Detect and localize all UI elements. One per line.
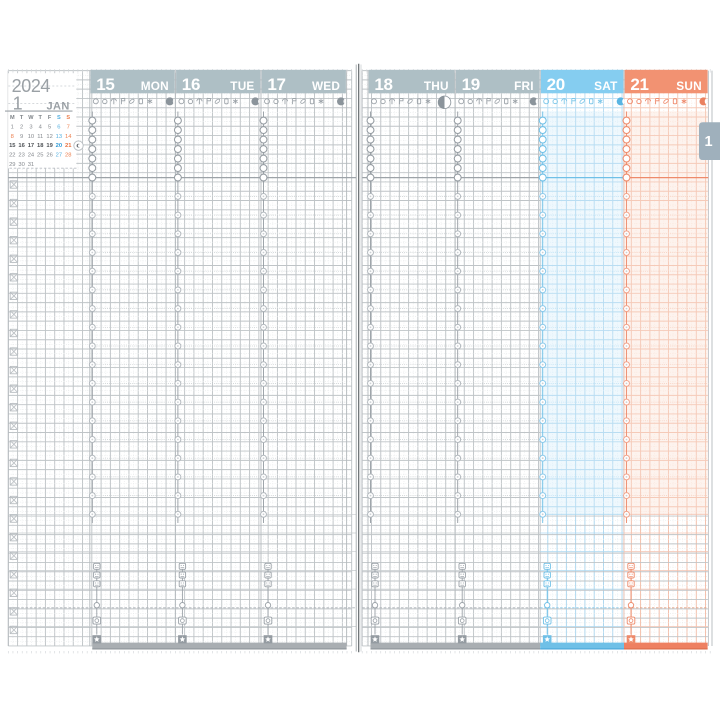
svg-text:3: 3 [29,124,32,130]
svg-text:13: 13 [56,134,62,140]
svg-text:11: 11 [37,134,43,140]
svg-text:THU: THU [424,79,449,93]
svg-text:6: 6 [57,124,60,130]
svg-text:20: 20 [547,75,565,94]
svg-text:22: 22 [9,152,15,158]
svg-text:19: 19 [46,143,53,149]
svg-text:M: M [10,115,15,121]
svg-text:17: 17 [267,75,285,94]
svg-text:16: 16 [182,75,200,94]
svg-text:31: 31 [28,162,34,168]
svg-text:1: 1 [13,94,23,114]
svg-text:TUE: TUE [230,79,254,93]
svg-text:5: 5 [48,124,51,130]
svg-text:18: 18 [37,143,44,149]
svg-text:8: 8 [11,134,14,140]
svg-text:25: 25 [37,152,43,158]
svg-text:1: 1 [11,124,14,130]
svg-text:FRI: FRI [514,79,534,93]
svg-text:JAN: JAN [47,100,70,112]
svg-text:21: 21 [630,75,648,94]
svg-text:18: 18 [374,75,392,94]
svg-text:29: 29 [9,162,15,168]
svg-text:SUN: SUN [676,79,702,93]
svg-text:T: T [39,115,43,121]
svg-text:2024: 2024 [12,76,51,96]
svg-text:T: T [20,115,24,121]
svg-text:SAT: SAT [594,79,618,93]
svg-text:19: 19 [462,75,480,94]
svg-text:WED: WED [312,79,340,93]
svg-text:16: 16 [18,143,25,149]
svg-text:23: 23 [18,152,24,158]
svg-text:14: 14 [65,134,72,140]
svg-text:S: S [66,115,70,121]
svg-text:1: 1 [705,134,713,150]
svg-text:9: 9 [20,134,23,140]
svg-text:21: 21 [65,143,72,149]
svg-text:15: 15 [9,143,16,149]
svg-text:24: 24 [28,152,35,158]
svg-text:27: 27 [56,152,62,158]
svg-text:4: 4 [39,124,43,130]
svg-text:MON: MON [141,79,169,93]
svg-text:17: 17 [28,143,34,149]
svg-text:7: 7 [67,124,70,130]
svg-text:F: F [48,115,52,121]
svg-text:S: S [57,115,61,121]
svg-text:20: 20 [56,143,62,149]
svg-text:26: 26 [46,152,52,158]
svg-text:15: 15 [96,75,114,94]
svg-text:12: 12 [46,134,52,140]
svg-text:W: W [28,115,34,121]
svg-text:10: 10 [28,134,34,140]
svg-text:30: 30 [18,162,24,168]
svg-text:2: 2 [20,124,23,130]
svg-text:28: 28 [65,152,71,158]
